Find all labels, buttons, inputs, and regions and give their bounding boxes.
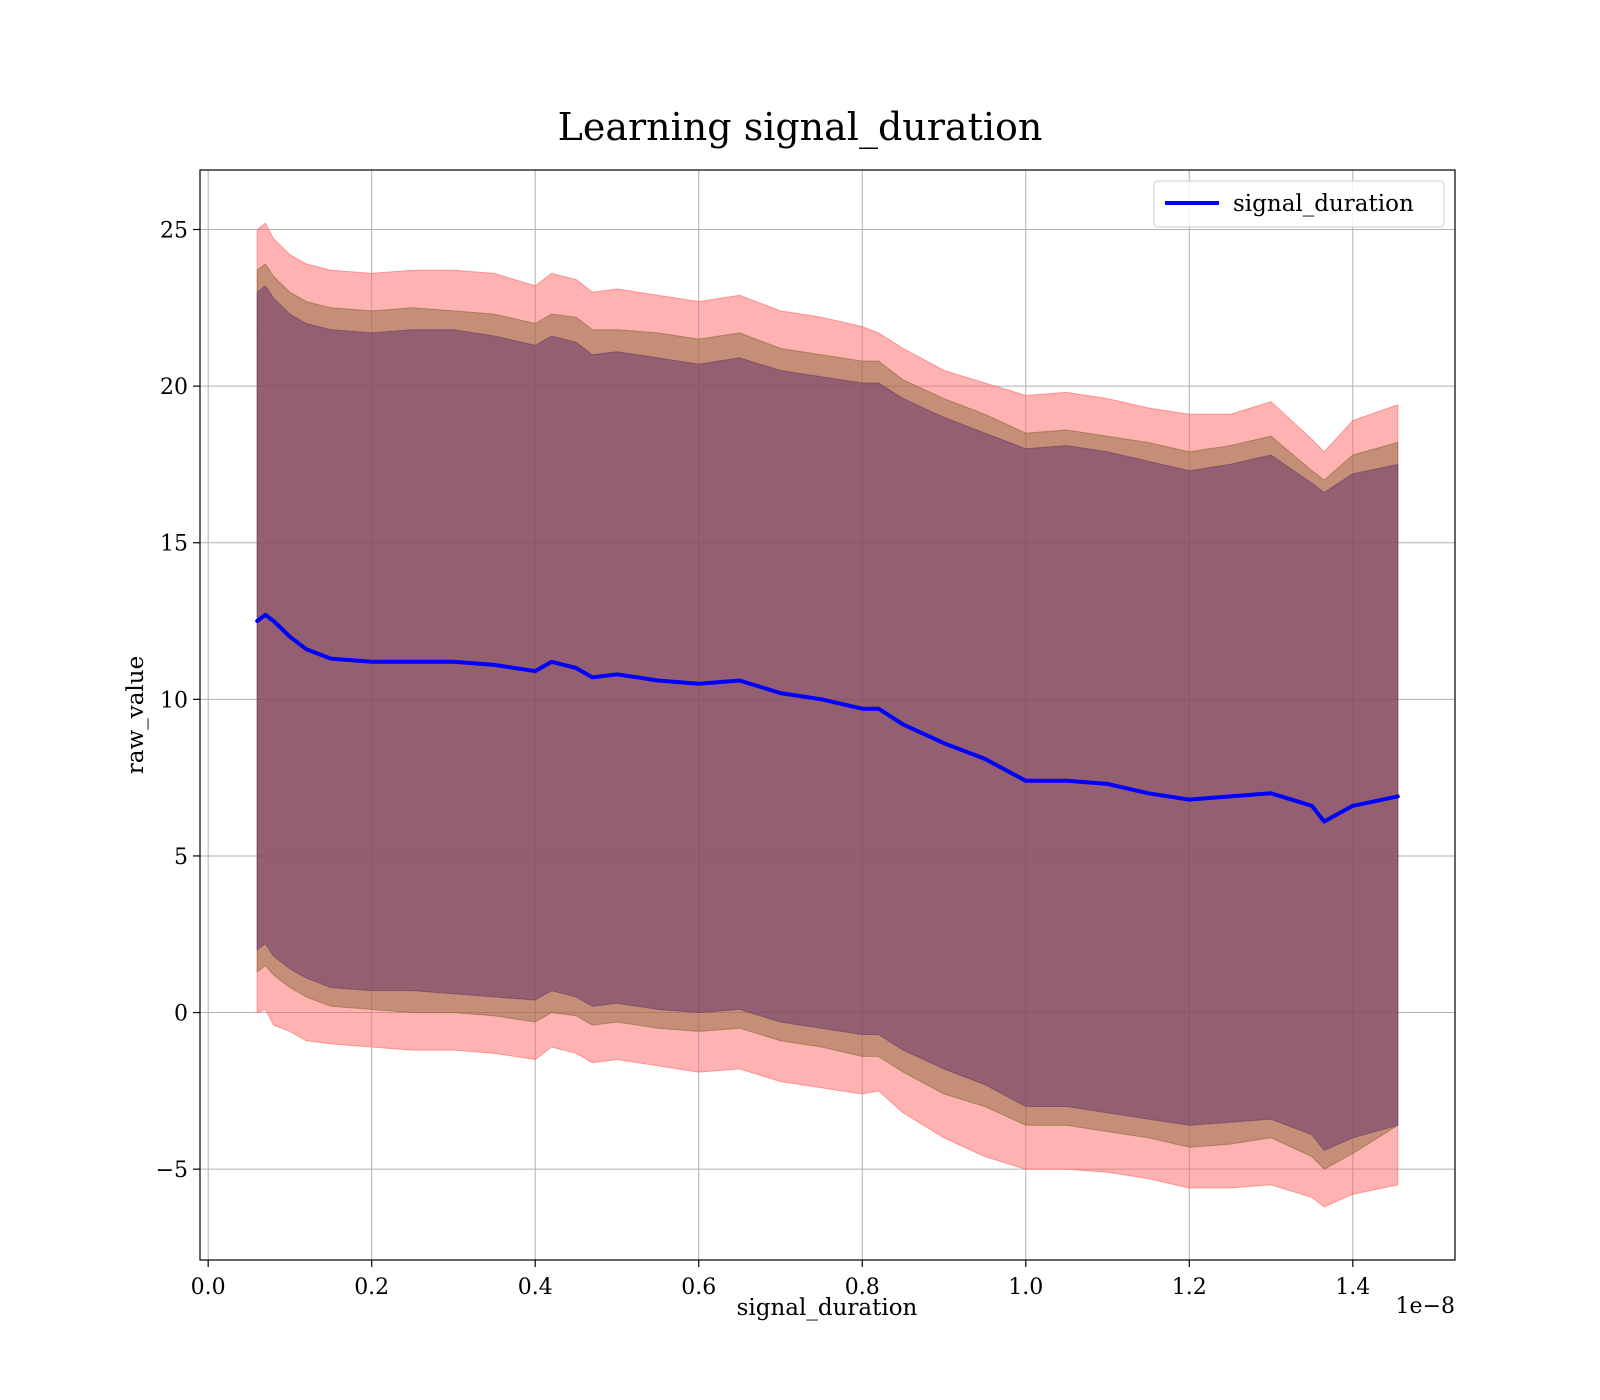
y-tick-label: 0 [174, 1002, 188, 1027]
plot-frame [199, 169, 1456, 1261]
bands [256, 222, 1399, 1208]
band-inner [256, 285, 1399, 1152]
y-tick-label: 15 [160, 532, 188, 557]
series-lines [255, 612, 1400, 824]
x-tick-label: 1.2 [1172, 1275, 1207, 1300]
y-tick-label: −5 [156, 1158, 188, 1183]
y-tick-label: 10 [160, 688, 188, 713]
legend: signal_duration [1153, 180, 1445, 228]
y-axis-label: raw_value [123, 656, 149, 774]
x-tick-label: 0.2 [354, 1275, 389, 1300]
x-tick-label: 1.0 [1008, 1275, 1043, 1300]
x-tick-label: 1.4 [1335, 1275, 1370, 1300]
x-axis-label: signal_duration [737, 1295, 918, 1321]
y-tick-label: 5 [174, 845, 188, 870]
series-line-signal-duration [255, 612, 1400, 824]
chart-title: Learning signal_duration [558, 105, 1043, 150]
x-tick-label: 0.4 [518, 1275, 553, 1300]
y-axis: −5 0 5 10 15 20 25 [156, 219, 200, 1183]
x-axis: 0.0 0.2 0.4 0.6 0.8 1.0 1.2 1.4 [191, 1260, 1370, 1300]
x-offset-label: 1e−8 [1396, 1294, 1455, 1319]
y-tick-label: 20 [160, 375, 188, 400]
legend-entry-label: signal_duration [1233, 191, 1414, 217]
legend-box [1153, 180, 1445, 228]
y-tick-label: 25 [160, 219, 188, 244]
x-tick-label: 0.0 [191, 1275, 226, 1300]
x-tick-label: 0.6 [681, 1275, 716, 1300]
x-tick-label: 0.8 [845, 1275, 880, 1300]
